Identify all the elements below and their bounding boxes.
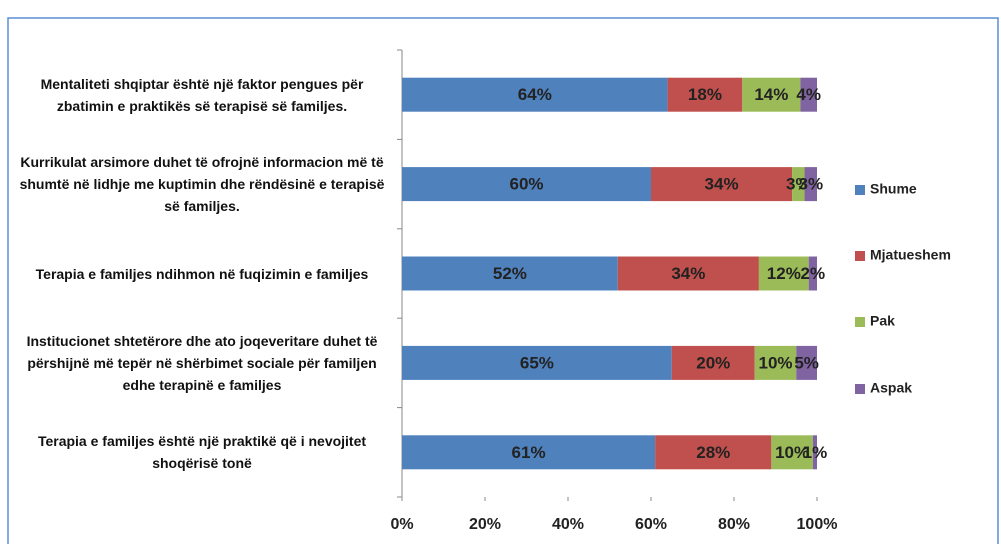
x-tick-label: 20% — [469, 516, 501, 533]
data-label: 34% — [705, 175, 739, 194]
legend-swatch — [855, 185, 865, 195]
bar-segment — [402, 77, 668, 112]
x-tick-label: 100% — [797, 516, 838, 533]
data-label: 20% — [696, 353, 730, 372]
data-label: 10% — [775, 443, 809, 462]
data-label: 12% — [767, 264, 801, 283]
x-tick-label: 80% — [718, 516, 750, 533]
data-label: 3% — [786, 175, 811, 194]
bar-segment — [758, 256, 809, 291]
bar-segment — [804, 167, 817, 202]
data-label: 60% — [509, 175, 543, 194]
data-label: 5% — [794, 353, 819, 372]
bar-segment — [617, 256, 759, 291]
bar-segment — [651, 167, 793, 202]
legend-label: Pak — [870, 313, 895, 329]
legend-swatch — [855, 384, 865, 394]
bar-segment — [402, 256, 618, 291]
legend-swatch — [855, 251, 865, 261]
x-tick-label: 0% — [390, 516, 413, 533]
legend-swatch — [855, 317, 865, 327]
bar-segment — [754, 345, 797, 380]
bar-segment — [812, 435, 817, 470]
bar-segment — [796, 345, 817, 380]
data-label: 10% — [758, 353, 792, 372]
category-label: Institucionet shtetërore dhe ato joqever… — [26, 332, 378, 393]
bar-segment — [655, 435, 772, 470]
data-label: 14% — [754, 85, 788, 104]
bar-segment — [771, 435, 813, 470]
frame — [7, 17, 999, 544]
data-label: 18% — [688, 85, 722, 104]
bar-segment — [402, 435, 656, 470]
bar-segment — [667, 77, 743, 112]
x-tick-label: 60% — [635, 516, 667, 533]
data-label: 1% — [803, 443, 828, 462]
category-label: Mentaliteti shqiptar është një faktor pe… — [40, 75, 364, 114]
bar-segment — [402, 345, 672, 380]
data-label: 52% — [493, 264, 527, 283]
legend-label: Aspak — [870, 380, 912, 396]
bar-segment — [671, 345, 755, 380]
data-label: 65% — [520, 353, 554, 372]
data-label: 34% — [671, 264, 705, 283]
bar-segment — [808, 256, 817, 291]
bar-segment — [792, 167, 805, 202]
data-label: 61% — [512, 443, 546, 462]
data-label: 4% — [796, 85, 821, 104]
data-label: 64% — [518, 85, 552, 104]
bar-segment — [402, 167, 651, 202]
category-label: Terapia e familjes ndihmon në fuqizimin … — [35, 265, 369, 282]
legend-label: Mjatueshem — [870, 247, 951, 263]
data-label: 3% — [798, 175, 823, 194]
data-label: 28% — [696, 443, 730, 462]
category-label: Terapia e familjes është një praktikë që… — [37, 433, 367, 472]
bar-segment — [742, 77, 801, 112]
legend-label: Shume — [870, 181, 917, 197]
category-label: Kurrikulat arsimore duhet të ofrojnë inf… — [19, 154, 385, 215]
x-tick-label: 40% — [552, 516, 584, 533]
bar-segment — [800, 77, 817, 112]
data-label: 2% — [801, 264, 826, 283]
